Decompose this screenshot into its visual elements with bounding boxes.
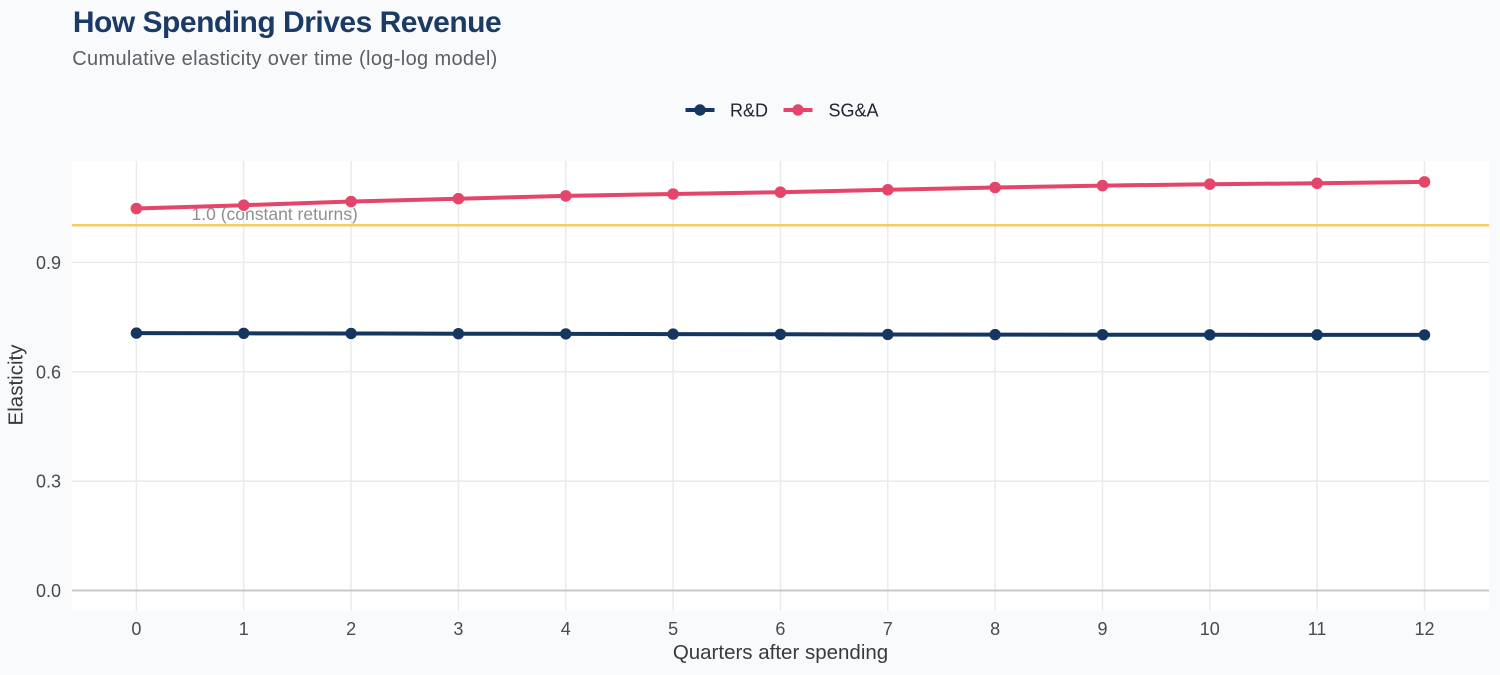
svg-text:Cumulative elasticity over tim: Cumulative elasticity over time (log-log… — [72, 48, 497, 70]
svg-text:8: 8 — [990, 619, 1000, 639]
svg-text:0.6: 0.6 — [36, 362, 61, 382]
svg-text:0.0: 0.0 — [36, 581, 61, 601]
svg-text:6: 6 — [775, 619, 785, 639]
svg-text:11: 11 — [1308, 619, 1327, 639]
svg-text:2: 2 — [346, 619, 356, 639]
svg-text:10: 10 — [1200, 619, 1220, 639]
svg-text:7: 7 — [883, 619, 893, 639]
svg-text:Quarters after spending: Quarters after spending — [673, 641, 888, 664]
svg-text:0.9: 0.9 — [36, 253, 61, 273]
svg-text:How Spending Drives Revenue: How Spending Drives Revenue — [73, 6, 501, 39]
svg-text:9: 9 — [1097, 619, 1107, 639]
svg-text:1.0 (constant returns): 1.0 (constant returns) — [192, 204, 358, 224]
svg-text:3: 3 — [453, 619, 463, 639]
svg-text:4: 4 — [561, 619, 571, 639]
svg-text:SG&A: SG&A — [829, 101, 879, 121]
svg-text:0.3: 0.3 — [36, 472, 61, 492]
svg-text:R&D: R&D — [730, 101, 768, 121]
svg-text:12: 12 — [1414, 619, 1434, 639]
svg-text:5: 5 — [668, 619, 678, 639]
svg-text:Elasticity: Elasticity — [5, 344, 28, 426]
svg-text:1: 1 — [239, 619, 249, 639]
svg-text:0: 0 — [131, 619, 141, 639]
